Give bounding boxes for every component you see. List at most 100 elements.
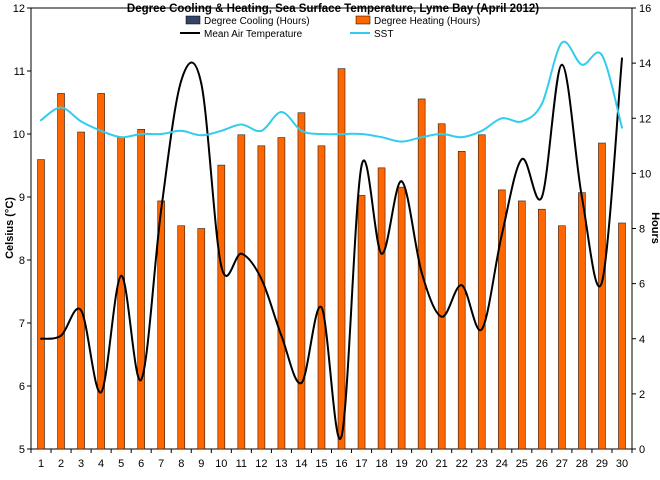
line-sst-point bbox=[540, 102, 543, 105]
y-left-tick-label: 6 bbox=[19, 381, 25, 393]
legend-swatch-degree-heating bbox=[355, 15, 371, 25]
line-sst-point bbox=[320, 133, 323, 135]
y-right-tick-label: 6 bbox=[639, 279, 645, 291]
x-tick-label: 15 bbox=[315, 458, 327, 470]
x-tick-label: 12 bbox=[255, 458, 267, 470]
y-left-tick-label: 11 bbox=[14, 66, 25, 78]
y-right-tick-label: 12 bbox=[639, 113, 651, 125]
bar-degree-heating-hours bbox=[578, 192, 586, 450]
bar-degree-heating-hours bbox=[477, 134, 486, 450]
legend-label-degree-heating: Degree Heating (Hours) bbox=[374, 16, 480, 27]
line-mean-air-temperature-point bbox=[60, 334, 63, 337]
x-tick-label: 5 bbox=[118, 458, 124, 470]
bar-degree-heating-hours bbox=[337, 68, 346, 450]
x-tick-label: 8 bbox=[178, 458, 184, 470]
line-mean-air-temperature-point bbox=[100, 391, 103, 394]
bar-degree-heating-hours bbox=[137, 128, 145, 450]
y-left-tick-label: 10 bbox=[13, 129, 25, 141]
line-mean-air-temperature-point bbox=[560, 63, 563, 66]
y-right-tick-label: 4 bbox=[639, 334, 645, 346]
x-tick-label: 11 bbox=[236, 458, 247, 470]
legend-swatch-degree-cooling bbox=[185, 15, 201, 25]
bar-degree-heating-hours bbox=[538, 208, 546, 450]
line-mean-air-temperature-point bbox=[620, 57, 623, 60]
line-mean-air-temperature-point bbox=[500, 233, 503, 236]
line-mean-air-temperature-point bbox=[320, 306, 323, 309]
y-right-tick-label: 14 bbox=[639, 58, 651, 70]
x-tick-label: 19 bbox=[395, 458, 407, 470]
line-mean-air-temperature-point bbox=[220, 265, 223, 268]
line-mean-air-temperature-point bbox=[140, 378, 143, 381]
line-mean-air-temperature-point bbox=[160, 208, 163, 211]
bar-degree-heating-hours bbox=[437, 123, 446, 450]
bar-degree-heating-hours bbox=[497, 189, 506, 450]
line-sst-point bbox=[360, 133, 363, 135]
x-tick-label: 18 bbox=[375, 458, 387, 470]
line-sst-point bbox=[380, 136, 383, 139]
bar-degree-heating-hours bbox=[117, 137, 125, 450]
line-mean-air-temperature-point bbox=[440, 315, 443, 318]
chart-title: Degree Cooling & Heating, Sea Surface Te… bbox=[127, 3, 539, 15]
bar-degree-heating-hours bbox=[457, 151, 466, 450]
x-tick-label: 7 bbox=[158, 458, 164, 470]
bar-degree-heating-hours bbox=[97, 93, 105, 450]
y-right-tick-label: 8 bbox=[639, 224, 645, 236]
x-tick-label: 13 bbox=[275, 458, 287, 470]
line-mean-air-temperature-point bbox=[540, 196, 543, 198]
line-mean-air-temperature-point bbox=[340, 435, 343, 438]
line-sst-point bbox=[100, 129, 103, 132]
line-sst-point bbox=[140, 133, 143, 135]
bar-degree-heating-hours bbox=[217, 164, 226, 450]
x-tick-label: 21 bbox=[436, 458, 448, 470]
x-tick-label: 2 bbox=[58, 458, 64, 470]
x-tick-label: 25 bbox=[516, 458, 528, 470]
x-tick-label: 17 bbox=[355, 458, 367, 470]
y-right-tick-label: 16 bbox=[639, 3, 651, 15]
y-right-tick-label: 10 bbox=[639, 168, 651, 180]
line-mean-air-temperature-point bbox=[600, 281, 603, 284]
x-tick-label: 3 bbox=[78, 458, 84, 470]
line-sst-point bbox=[200, 134, 203, 137]
bar-degree-heating-hours bbox=[177, 225, 186, 450]
line-sst-point bbox=[460, 136, 463, 139]
bar-degree-heating-hours bbox=[518, 200, 526, 450]
line-mean-air-temperature-point bbox=[180, 79, 183, 82]
line-sst-point bbox=[120, 136, 123, 139]
line-sst-point bbox=[520, 120, 523, 123]
x-tick-label: 1 bbox=[38, 458, 44, 470]
line-sst-point bbox=[160, 133, 163, 135]
bar-degree-heating-hours bbox=[197, 228, 206, 450]
line-mean-air-temperature-point bbox=[580, 196, 583, 198]
line-sst-point bbox=[580, 63, 583, 66]
y-left-tick-label: 12 bbox=[13, 3, 25, 15]
x-tick-label: 16 bbox=[335, 458, 347, 470]
line-sst-point bbox=[600, 54, 603, 57]
line-sst-point bbox=[220, 129, 223, 132]
line-mean-air-temperature-point bbox=[280, 334, 283, 337]
line-sst-point bbox=[280, 110, 283, 113]
line-sst-point bbox=[620, 126, 623, 129]
x-tick-label: 20 bbox=[416, 458, 428, 470]
x-tick-label: 9 bbox=[198, 458, 204, 470]
line-sst bbox=[40, 40, 623, 143]
x-tick-label: 6 bbox=[138, 458, 144, 470]
line-sst-point bbox=[300, 129, 303, 132]
bar-degree-heating-hours bbox=[37, 159, 45, 450]
legend-label-degree-cooling: Degree Cooling (Hours) bbox=[204, 16, 310, 27]
line-sst-point bbox=[500, 117, 503, 120]
line-mean-air-temperature-point bbox=[240, 252, 243, 255]
bar-degree-heating-hours bbox=[397, 186, 406, 450]
line-mean-air-temperature-point bbox=[380, 252, 383, 255]
bar-degree-heating-hours bbox=[558, 225, 566, 450]
line-mean-air-temperature-point bbox=[80, 309, 83, 312]
line-sst-point bbox=[40, 119, 43, 122]
line-mean-air-temperature-point bbox=[300, 381, 303, 384]
x-tick-label: 22 bbox=[456, 458, 468, 470]
line-mean-air-temperature-point bbox=[460, 284, 463, 287]
line-mean-air-temperature bbox=[40, 58, 623, 441]
line-sst-point bbox=[560, 41, 563, 44]
y-left-tick-label: 5 bbox=[19, 444, 25, 456]
line-sst-point bbox=[180, 129, 183, 132]
